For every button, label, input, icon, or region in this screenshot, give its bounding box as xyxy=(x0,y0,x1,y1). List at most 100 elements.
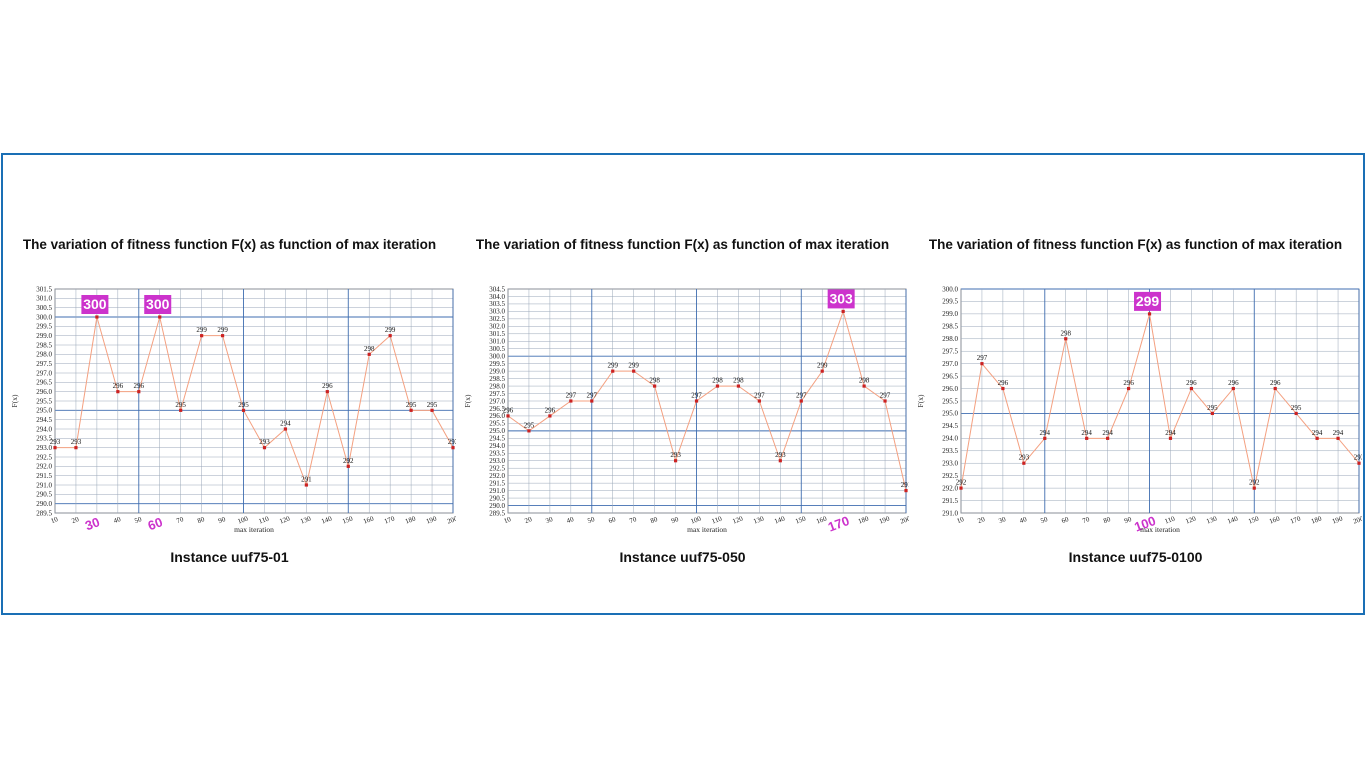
data-point xyxy=(74,446,78,450)
y-tick-label: 298.5 xyxy=(489,375,505,383)
y-tick-label: 297.0 xyxy=(942,360,958,368)
data-point xyxy=(262,446,267,450)
data-point xyxy=(799,399,803,403)
data-point xyxy=(53,446,57,450)
x-tick-label: 90 xyxy=(217,515,227,525)
data-point xyxy=(590,399,594,403)
y-tick-label: 295.0 xyxy=(489,427,505,435)
data-point xyxy=(304,483,308,487)
y-tick-label: 302.5 xyxy=(489,315,505,323)
y-axis-label: F(x) xyxy=(916,394,925,407)
data-label: 293 xyxy=(1354,454,1362,462)
data-label: 293 xyxy=(71,438,82,446)
x-tick-label: 150 xyxy=(1247,514,1260,525)
y-tick-label: 294.5 xyxy=(489,435,505,443)
data-label: 296 xyxy=(1228,379,1239,387)
y-tick-label: 297.0 xyxy=(489,397,505,405)
x-tick-label: 40 xyxy=(1019,515,1029,525)
data-label: 295 xyxy=(238,401,249,409)
data-label: 293 xyxy=(1019,454,1030,462)
y-tick-label: 297.5 xyxy=(36,360,52,368)
y-tick-label: 302.0 xyxy=(489,323,505,331)
data-label: 296 xyxy=(1123,379,1134,387)
data-point xyxy=(694,399,699,403)
line-chart-uuf75-0100: 291.0 291.5 292.0 292.5 293.0 293.5 294.0 294.5… xyxy=(916,285,1362,535)
y-tick-label: 290.5 xyxy=(489,494,505,502)
data-label: 294 xyxy=(1040,429,1051,437)
x-tick-label: 170 xyxy=(1289,514,1302,525)
x-axis-label: max iteration xyxy=(687,525,727,534)
data-label: 297 xyxy=(977,354,988,362)
data-point xyxy=(1357,461,1361,465)
data-label: 295 xyxy=(1207,404,1218,412)
x-tick-label: 10 xyxy=(50,515,60,525)
data-label: 292 xyxy=(956,479,967,487)
data-point xyxy=(388,334,392,338)
x-axis-label: max iteration xyxy=(234,525,274,534)
data-point xyxy=(116,390,120,394)
y-tick-label: 299.0 xyxy=(489,367,505,375)
highlight-badge-label: 299 xyxy=(1136,293,1160,309)
y-tick-label: 297.5 xyxy=(489,390,505,398)
x-tick-label: 150 xyxy=(341,514,354,525)
data-point xyxy=(820,369,824,373)
x-tick-label: 90 xyxy=(670,515,680,525)
x-tick-label: 110 xyxy=(1164,514,1177,525)
x-tick-label: 130 xyxy=(752,514,765,525)
y-tick-label: 295.0 xyxy=(36,407,52,415)
highlighted-x-tick-label: 100 xyxy=(1132,513,1158,535)
data-point xyxy=(959,486,963,490)
y-tick-label: 298.5 xyxy=(942,323,958,331)
data-point xyxy=(736,384,741,388)
data-point xyxy=(862,384,866,388)
chart-title: The variation of fitness function F(x) a… xyxy=(22,237,437,252)
data-point xyxy=(1022,461,1026,465)
y-tick-label: 295.5 xyxy=(942,397,958,405)
highlighted-x-tick-label: 170 xyxy=(826,513,852,535)
data-label: 296 xyxy=(545,406,556,414)
data-point xyxy=(451,446,455,450)
x-tick-label: 200 xyxy=(1352,514,1362,525)
x-tick-label: 200 xyxy=(899,514,909,525)
data-point xyxy=(1252,486,1256,490)
x-tick-label: 160 xyxy=(362,514,375,525)
x-tick-label: 110 xyxy=(258,514,271,525)
y-tick-label: 300.0 xyxy=(489,353,505,361)
data-point xyxy=(1147,312,1152,316)
x-tick-label: 50 xyxy=(586,515,596,525)
data-point xyxy=(1085,436,1089,440)
x-tick-label: 80 xyxy=(196,515,206,525)
data-point xyxy=(367,352,371,356)
y-tick-label: 298.0 xyxy=(36,351,52,359)
y-tick-label: 291.5 xyxy=(942,497,958,505)
x-tick-label: 190 xyxy=(878,514,891,525)
y-axis-label: F(x) xyxy=(463,394,472,407)
x-tick-label: 50 xyxy=(1039,515,1049,525)
data-point xyxy=(283,427,288,431)
x-tick-label: 200 xyxy=(446,514,456,525)
y-tick-label: 296.5 xyxy=(36,379,52,387)
data-point xyxy=(1106,436,1110,440)
y-tick-label: 298.5 xyxy=(36,341,52,349)
data-label: 299 xyxy=(607,362,618,370)
y-axis-label: F(x) xyxy=(10,394,19,407)
data-point xyxy=(200,334,204,338)
x-tick-label: 100 xyxy=(690,514,703,525)
data-label: 299 xyxy=(628,362,639,370)
y-tick-label: 292.5 xyxy=(942,472,958,480)
data-label: 295 xyxy=(524,421,535,429)
x-tick-label: 190 xyxy=(1331,514,1344,525)
data-point xyxy=(137,390,141,394)
data-point xyxy=(904,489,908,493)
y-tick-label: 300.0 xyxy=(36,313,52,321)
data-label: 299 xyxy=(817,362,828,370)
data-label: 296 xyxy=(998,379,1009,387)
y-tick-label: 304.5 xyxy=(489,285,505,293)
data-label: 298 xyxy=(364,345,375,353)
data-label: 297 xyxy=(691,392,702,400)
data-point xyxy=(1231,386,1235,391)
highlight-badge xyxy=(1134,291,1162,311)
y-tick-label: 301.0 xyxy=(489,338,505,346)
data-point xyxy=(569,399,573,403)
y-tick-label: 294.5 xyxy=(942,422,958,430)
